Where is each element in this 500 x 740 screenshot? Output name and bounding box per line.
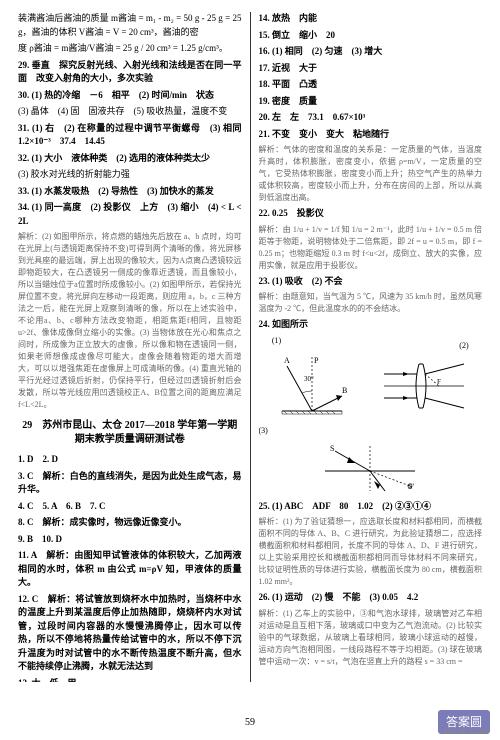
label: 25. (1) ABC ADF 80 1.02 (2) ②③①④ bbox=[259, 501, 431, 511]
label: 15. 倒立 缩小 20 bbox=[259, 30, 336, 40]
label: 1. D 2. D bbox=[18, 454, 58, 464]
text-line: 度 ρ酱油 = m酱油/V酱油 = 25 g / 20 cm³ = 1.25 g… bbox=[18, 42, 242, 56]
answer-23-explain: 解析：由题意知，当气温为 5 ℃，风速为 35 km/h 时，虽然风寒温度为 -… bbox=[259, 291, 483, 315]
watermark-url: MXUE.COM bbox=[444, 726, 488, 738]
label: 22. 0.25 投影仪 bbox=[259, 208, 324, 218]
label: 19. 密度 质量 bbox=[259, 96, 318, 106]
answer-32a: 32. (1) 大小 液体种类 (2) 选用的液体种类太少 bbox=[18, 152, 242, 166]
answer-29: 29. 垂直 探究反射光线、入射光线和法线是否在同一平面 改变入射角的大小，多次… bbox=[18, 59, 242, 86]
label: 20. 左 左 73.1 0.67×10³ bbox=[259, 112, 366, 122]
answer-20: 20. 左 左 73.1 0.67×10³ bbox=[259, 111, 483, 125]
answer-26-explain: 解析：(1) 乙车上的实验中，③和气泡水球排，玻璃管对乙车相对运动是且互相下落，… bbox=[259, 608, 483, 668]
fig-label: (3) bbox=[259, 425, 483, 437]
figure-row-1: (1) A P B 30° bbox=[259, 335, 483, 425]
answer-13: 13. 大 低 甲 bbox=[18, 677, 242, 683]
label: 9. B 10. D bbox=[18, 534, 62, 544]
right-column: 14. 放热 内能 15. 倒立 缩小 20 16. (1) 相同 (2) 匀速… bbox=[259, 12, 483, 682]
answer-22a: 22. 0.25 投影仪 bbox=[259, 207, 483, 221]
label: 8. C 解析：成实像时，物远像近像变小。 bbox=[18, 517, 187, 527]
label: 4. C 5. A 6. B 7. C bbox=[18, 501, 106, 511]
label: 34. (1) 同一高度 (2) 投影仪 上方 (3) 缩小 (4) < L <… bbox=[18, 202, 242, 226]
answer-32b: (3) 胶水对光线的折射能力强 bbox=[18, 168, 242, 182]
column-divider bbox=[250, 12, 251, 682]
test-title: 29 苏州市昆山、太仓 2017—2018 学年第一学期期末教学质量调研测试卷 bbox=[18, 419, 242, 447]
answer-18: 18. 平面 凸透 bbox=[259, 78, 483, 92]
label: 14. 放热 内能 bbox=[259, 13, 318, 23]
answer-15: 15. 倒立 缩小 20 bbox=[259, 29, 483, 43]
figure-1: (1) A P B 30° bbox=[272, 335, 352, 425]
label: 29. 垂直 探究反射光线、入射光线和法线是否在同一平面 改变入射角的大小，多次… bbox=[18, 60, 242, 84]
answer-11: 11. A 解析：由图知甲试管液体的体积较大，乙加两液相同的水时，体积 m 由公… bbox=[18, 549, 242, 590]
page: 装满酱油后酱油的质量 m酱油 = m₁ - m₂ = 50 g - 25 g =… bbox=[0, 0, 500, 740]
answer-26a: 26. (1) 运动 (2) 慢 不能 (3) 0.05 4.2 bbox=[259, 591, 483, 605]
left-column: 装满酱油后酱油的质量 m酱油 = m₁ - m₂ = 50 g - 25 g =… bbox=[18, 12, 242, 682]
answer-24: 24. 如图所示 bbox=[259, 318, 483, 332]
svg-text:A: A bbox=[284, 356, 290, 365]
answer-17: 17. 近视 大于 bbox=[259, 62, 483, 76]
answer-33: 33. (1) 水蒸发吸热 (2) 导热性 (3) 加快水的蒸发 bbox=[18, 185, 242, 199]
svg-text:F: F bbox=[437, 378, 441, 386]
label: 16. (1) 相同 (2) 匀速 (3) 增大 bbox=[259, 46, 383, 56]
svg-text:S': S' bbox=[408, 482, 414, 491]
svg-text:B: B bbox=[342, 386, 347, 395]
text-line: 装满酱油后酱油的质量 m酱油 = m₁ - m₂ = 50 g - 25 g =… bbox=[18, 12, 242, 39]
answer-4-7: 4. C 5. A 6. B 7. C bbox=[18, 500, 242, 514]
answer-21a: 21. 不变 变小 变大 粘地随行 bbox=[259, 128, 483, 142]
answer-9-10: 9. B 10. D bbox=[18, 533, 242, 547]
fig-label: (2) bbox=[379, 340, 469, 352]
label: 23. (1) 吸收 (2) 不会 bbox=[259, 276, 343, 286]
answer-25a: 25. (1) ABC ADF 80 1.02 (2) ②③①④ bbox=[259, 500, 483, 514]
label: 24. 如图所示 bbox=[259, 319, 309, 329]
label: 21. 不变 变小 变大 粘地随行 bbox=[259, 129, 390, 139]
lens-diagram: F bbox=[379, 356, 469, 416]
svg-text:S: S bbox=[330, 444, 334, 453]
label: 32. (1) 大小 液体种类 (2) 选用的液体种类太少 bbox=[18, 153, 210, 163]
reflection-diagram: A P B 30° bbox=[272, 351, 352, 421]
label: 33. (1) 水蒸发吸热 (2) 导热性 (3) 加快水的蒸发 bbox=[18, 186, 214, 196]
answer-8: 8. C 解析：成实像时，物远像近像变小。 bbox=[18, 516, 242, 530]
label: 26. (1) 运动 (2) 慢 不能 (3) 0.05 4.2 bbox=[259, 592, 419, 602]
answer-19: 19. 密度 质量 bbox=[259, 95, 483, 109]
answer-22-explain: 解析：由 1/u + 1/v = 1/f 知 1/u = 2 m⁻¹，此时 1/… bbox=[259, 224, 483, 272]
label: 17. 近视 大于 bbox=[259, 63, 318, 73]
answer-30b: (3) 晶体 (4) 固 固液共存 (5) 吸收热量，温度不变 bbox=[18, 105, 242, 119]
page-number: 59 bbox=[0, 715, 500, 730]
figure-3: (3) S S' bbox=[259, 425, 483, 496]
figure-2: (2) F bbox=[379, 340, 469, 420]
answer-34a: 34. (1) 同一高度 (2) 投影仪 上方 (3) 缩小 (4) < L <… bbox=[18, 201, 242, 228]
two-column-layout: 装满酱油后酱油的质量 m酱油 = m₁ - m₂ = 50 g - 25 g =… bbox=[18, 12, 482, 682]
svg-text:30°: 30° bbox=[304, 375, 314, 383]
answer-21-explain: 解析：气体的密度和温度的关系是：一定质量的气体，当温度升高时，体积膨胀，密度变小… bbox=[259, 144, 483, 204]
label: 30. (1) 热的冷缩 －6 相平 (2) 时间/min 状态 bbox=[18, 90, 214, 100]
label: 18. 平面 凸透 bbox=[259, 79, 318, 89]
answer-30a: 30. (1) 热的冷缩 －6 相平 (2) 时间/min 状态 bbox=[18, 89, 242, 103]
svg-text:P: P bbox=[314, 356, 319, 365]
answer-34-explain: 解析：(2) 如图甲所示，将点燃的蜡烛先后放在 a、b 点时，均可在光屏上(与透… bbox=[18, 231, 242, 411]
answer-16: 16. (1) 相同 (2) 匀速 (3) 增大 bbox=[259, 45, 483, 59]
answer-3: 3. C 解析：白色的直线消失，是因为此处生成气态，易升华。 bbox=[18, 470, 242, 497]
answer-14: 14. 放热 内能 bbox=[259, 12, 483, 26]
refraction-diagram: S S' bbox=[320, 441, 420, 496]
fig-label: (1) bbox=[272, 335, 352, 347]
label: 12. C 解析：将试管放到烧杯水中加热时，当烧杯中水的温度上升到某温度后停止加… bbox=[18, 594, 242, 672]
answer-23a: 23. (1) 吸收 (2) 不会 bbox=[259, 275, 483, 289]
label: 13. 大 低 甲 bbox=[18, 678, 77, 683]
answer-12: 12. C 解析：将试管放到烧杯水中加热时，当烧杯中水的温度上升到某温度后停止加… bbox=[18, 593, 242, 674]
answer-1-2: 1. D 2. D bbox=[18, 453, 242, 467]
label: 11. A 解析：由图知甲试管液体的体积较大，乙加两液相同的水时，体积 m 由公… bbox=[18, 550, 242, 587]
answer-25-explain: 解析：(1) 为了验证猜想一，应选取长度和材料都相同，而横截面积不同的导体 A、… bbox=[259, 516, 483, 588]
label: 3. C 解析：白色的直线消失，是因为此处生成气态，易升华。 bbox=[18, 471, 242, 495]
label: 31. (1) 右 (2) 在称量的过程中调节平衡螺母 (3) 相同 1.2×1… bbox=[18, 123, 242, 147]
answer-31: 31. (1) 右 (2) 在称量的过程中调节平衡螺母 (3) 相同 1.2×1… bbox=[18, 122, 242, 149]
